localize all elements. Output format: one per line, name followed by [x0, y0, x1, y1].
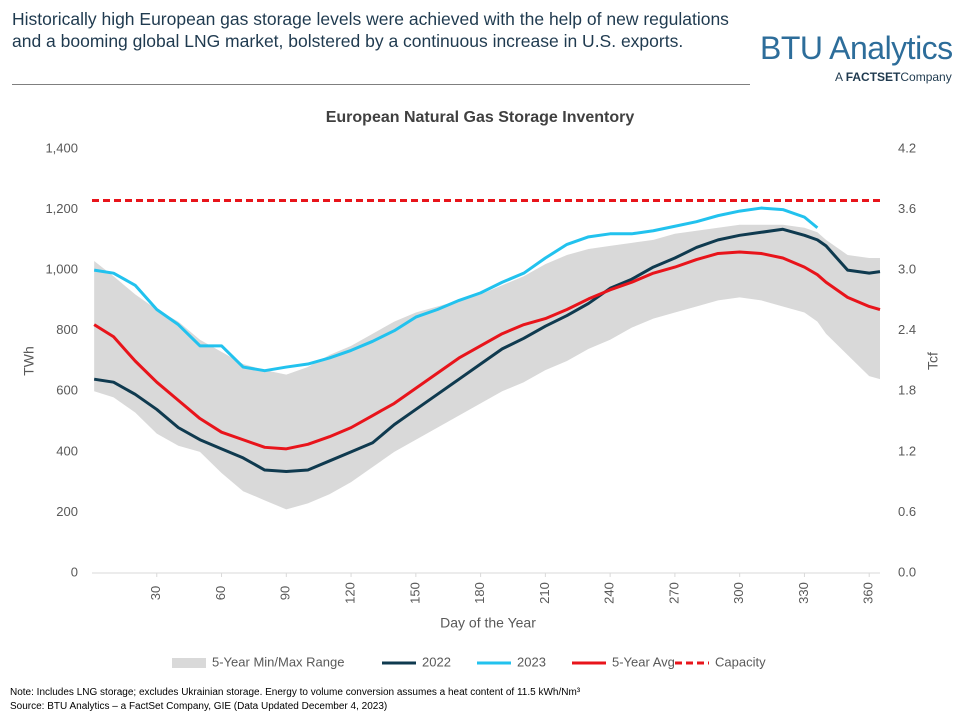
logo-sub-prefix: A: [835, 70, 843, 84]
y2-tick-label: 1.2: [898, 443, 916, 458]
x-tick-label: 30: [148, 586, 163, 600]
y-axis-label: TWh: [21, 346, 37, 376]
logo-subtitle: A FACTSETCompany: [835, 70, 952, 84]
legend-label: Capacity: [715, 654, 766, 669]
chart-title: European Natural Gas Storage Inventory: [326, 109, 635, 126]
range-band: [94, 224, 880, 510]
x-axis-label: Day of the Year: [440, 615, 536, 631]
x-tick-label: 210: [537, 582, 552, 604]
y2-axis-label: Tcf: [925, 352, 941, 370]
y2-tick-label: 1.8: [898, 383, 916, 398]
x-tick-label: 270: [666, 582, 681, 604]
y2-tick-label: 3.6: [898, 201, 916, 216]
logo: BTU Analytics: [760, 30, 953, 66]
y-tick-label: 800: [56, 322, 78, 337]
note: Note: Includes LNG storage; excludes Ukr…: [10, 687, 581, 698]
x-tick-label: 90: [278, 586, 293, 600]
y-tick-label: 1,200: [45, 201, 78, 216]
series-line: [93, 227, 881, 474]
x-tick-label: 60: [213, 586, 228, 600]
x-tick-label: 240: [602, 582, 617, 604]
divider: [12, 84, 750, 85]
series-line: [93, 206, 819, 373]
x-tick-label: 150: [407, 582, 422, 604]
y-tick-label: 600: [56, 383, 78, 398]
legend-label: 5-Year Min/Max Range: [212, 654, 344, 669]
series-line: [93, 250, 881, 451]
y2-tick-label: 4.2: [898, 140, 916, 155]
legend-swatch: [172, 658, 206, 668]
chart: European Natural Gas Storage Inventory D…: [21, 109, 941, 669]
x-tick-label: 360: [861, 582, 876, 604]
y2-tick-label: 2.4: [898, 322, 916, 337]
y2-tick-label: 3.0: [898, 262, 916, 277]
y-tick-label: 0: [71, 564, 78, 579]
y2-tick-label: 0.0: [898, 564, 916, 579]
headline: Historically high European gas storage l…: [12, 9, 729, 51]
x-tick-label: 120: [343, 582, 358, 604]
source: Source: BTU Analytics – a FactSet Compan…: [10, 701, 388, 712]
y-tick-label: 1,000: [45, 262, 78, 277]
x-tick-label: 330: [796, 582, 811, 604]
y-tick-label: 200: [56, 504, 78, 519]
notes: Note: Includes LNG storage; excludes Ukr…: [10, 686, 580, 714]
legend-label: 2023: [517, 654, 546, 669]
y2-tick-label: 0.6: [898, 504, 916, 519]
x-tick-label: 180: [472, 582, 487, 604]
y-tick-label: 1,400: [45, 140, 78, 155]
legend-label: 5-Year Avg: [612, 654, 675, 669]
logo-sub-suffix: Company: [900, 70, 952, 84]
logo-sub-brand: FACTSET: [845, 70, 901, 84]
y-tick-label: 400: [56, 443, 78, 458]
legend-label: 2022: [422, 654, 451, 669]
x-tick-label: 300: [731, 582, 746, 604]
